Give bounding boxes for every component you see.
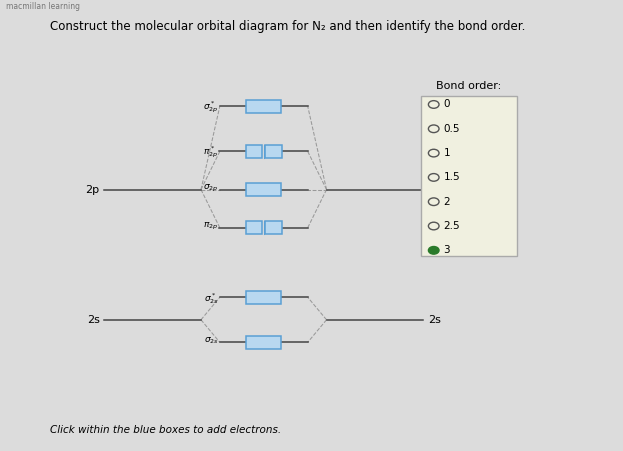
Text: 2.5: 2.5 — [444, 221, 460, 231]
Bar — [246, 336, 281, 349]
Text: 0.5: 0.5 — [444, 124, 460, 134]
Bar — [246, 100, 281, 113]
Bar — [265, 221, 282, 235]
Text: 2: 2 — [444, 197, 450, 207]
Text: Bond order:: Bond order: — [436, 81, 502, 91]
Text: 1.5: 1.5 — [444, 172, 460, 182]
Text: $\sigma_{2s}$: $\sigma_{2s}$ — [204, 336, 219, 346]
Bar — [246, 183, 281, 196]
Bar — [246, 145, 262, 158]
Text: Construct the molecular orbital diagram for N₂ and then identify the bond order.: Construct the molecular orbital diagram … — [50, 20, 525, 33]
Text: 1: 1 — [444, 148, 450, 158]
Bar — [246, 290, 281, 304]
Text: Click within the blue boxes to add electrons.: Click within the blue boxes to add elect… — [50, 425, 281, 435]
Bar — [246, 221, 262, 235]
Text: 2p: 2p — [428, 184, 442, 194]
Text: macmillan learning: macmillan learning — [6, 2, 80, 11]
Text: $\pi_{2p}$: $\pi_{2p}$ — [203, 221, 219, 232]
Text: 3: 3 — [444, 245, 450, 255]
Text: $\pi^*_{2p}$: $\pi^*_{2p}$ — [203, 145, 219, 160]
Text: 2s: 2s — [87, 315, 100, 325]
Circle shape — [429, 247, 439, 254]
Text: 2p: 2p — [85, 184, 100, 194]
Bar — [265, 145, 282, 158]
Text: $\sigma^*_{2p}$: $\sigma^*_{2p}$ — [203, 100, 219, 115]
Text: 0: 0 — [444, 100, 450, 110]
Text: $\sigma_{2p}$: $\sigma_{2p}$ — [203, 183, 219, 194]
Bar — [421, 96, 517, 256]
Text: 2s: 2s — [428, 315, 441, 325]
Text: $\sigma^*_{2s}$: $\sigma^*_{2s}$ — [204, 290, 219, 305]
